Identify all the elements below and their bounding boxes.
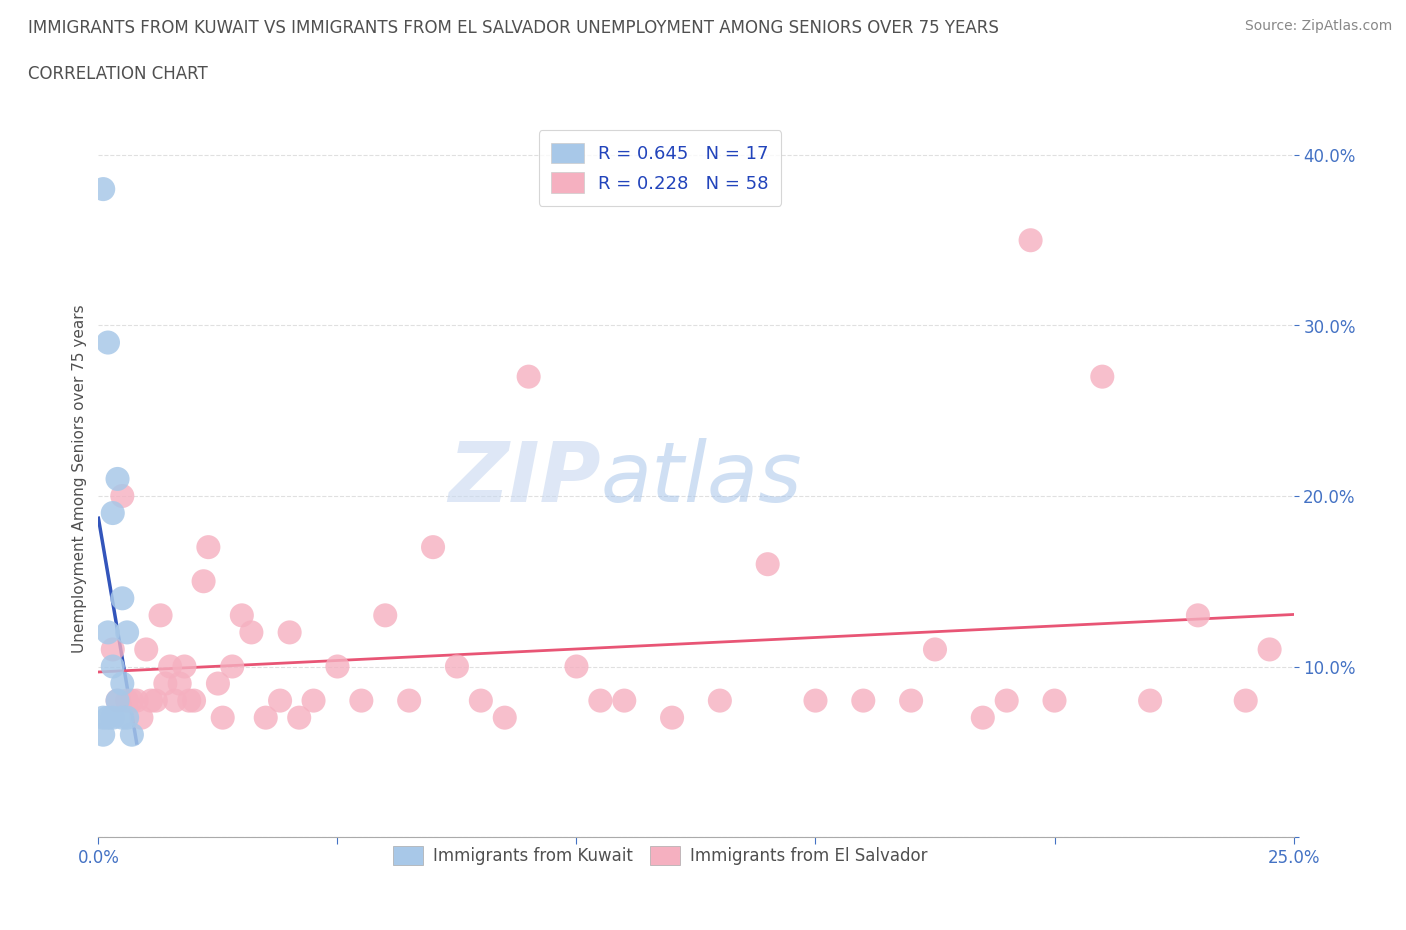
Point bbox=[852, 693, 875, 708]
Point bbox=[972, 711, 994, 725]
Point bbox=[374, 608, 396, 623]
Point bbox=[173, 659, 195, 674]
Point bbox=[91, 711, 114, 725]
Point bbox=[111, 488, 134, 503]
Point bbox=[155, 676, 177, 691]
Point bbox=[179, 693, 201, 708]
Point bbox=[1139, 693, 1161, 708]
Point bbox=[221, 659, 243, 674]
Point bbox=[121, 727, 143, 742]
Text: Source: ZipAtlas.com: Source: ZipAtlas.com bbox=[1244, 19, 1392, 33]
Point bbox=[278, 625, 301, 640]
Point bbox=[97, 711, 120, 725]
Text: CORRELATION CHART: CORRELATION CHART bbox=[28, 65, 208, 83]
Point bbox=[709, 693, 731, 708]
Point bbox=[589, 693, 612, 708]
Text: ZIP: ZIP bbox=[447, 438, 600, 520]
Point bbox=[159, 659, 181, 674]
Point bbox=[756, 557, 779, 572]
Point bbox=[107, 693, 129, 708]
Point bbox=[121, 693, 143, 708]
Point bbox=[107, 693, 129, 708]
Point bbox=[240, 625, 263, 640]
Point bbox=[924, 642, 946, 657]
Point bbox=[111, 591, 134, 605]
Point bbox=[125, 693, 148, 708]
Point bbox=[115, 625, 138, 640]
Point bbox=[91, 181, 114, 196]
Legend: Immigrants from Kuwait, Immigrants from El Salvador: Immigrants from Kuwait, Immigrants from … bbox=[387, 839, 934, 871]
Point bbox=[101, 711, 124, 725]
Point bbox=[207, 676, 229, 691]
Point bbox=[288, 711, 311, 725]
Point bbox=[111, 676, 134, 691]
Point bbox=[302, 693, 325, 708]
Point bbox=[211, 711, 233, 725]
Point bbox=[135, 642, 157, 657]
Point bbox=[1043, 693, 1066, 708]
Point bbox=[163, 693, 186, 708]
Point bbox=[326, 659, 349, 674]
Point bbox=[193, 574, 215, 589]
Y-axis label: Unemployment Among Seniors over 75 years: Unemployment Among Seniors over 75 years bbox=[72, 305, 87, 653]
Point bbox=[398, 693, 420, 708]
Point bbox=[661, 711, 683, 725]
Point bbox=[565, 659, 588, 674]
Point bbox=[231, 608, 253, 623]
Point bbox=[517, 369, 540, 384]
Point bbox=[995, 693, 1018, 708]
Point bbox=[613, 693, 636, 708]
Point bbox=[446, 659, 468, 674]
Point bbox=[145, 693, 167, 708]
Point bbox=[1091, 369, 1114, 384]
Point bbox=[97, 625, 120, 640]
Point bbox=[115, 693, 138, 708]
Point bbox=[1258, 642, 1281, 657]
Point bbox=[107, 472, 129, 486]
Point bbox=[101, 642, 124, 657]
Point bbox=[254, 711, 277, 725]
Point bbox=[422, 539, 444, 554]
Point bbox=[91, 727, 114, 742]
Point bbox=[900, 693, 922, 708]
Point bbox=[1019, 232, 1042, 247]
Point bbox=[494, 711, 516, 725]
Point bbox=[169, 676, 191, 691]
Point bbox=[470, 693, 492, 708]
Point bbox=[804, 693, 827, 708]
Point bbox=[149, 608, 172, 623]
Point bbox=[111, 711, 134, 725]
Point bbox=[139, 693, 162, 708]
Point bbox=[350, 693, 373, 708]
Point bbox=[115, 711, 138, 725]
Point bbox=[101, 659, 124, 674]
Point bbox=[197, 539, 219, 554]
Point bbox=[101, 506, 124, 521]
Point bbox=[97, 335, 120, 350]
Point bbox=[1187, 608, 1209, 623]
Point bbox=[183, 693, 205, 708]
Point bbox=[1234, 693, 1257, 708]
Point bbox=[131, 711, 153, 725]
Text: atlas: atlas bbox=[600, 438, 801, 520]
Text: IMMIGRANTS FROM KUWAIT VS IMMIGRANTS FROM EL SALVADOR UNEMPLOYMENT AMONG SENIORS: IMMIGRANTS FROM KUWAIT VS IMMIGRANTS FRO… bbox=[28, 19, 1000, 36]
Point bbox=[269, 693, 291, 708]
